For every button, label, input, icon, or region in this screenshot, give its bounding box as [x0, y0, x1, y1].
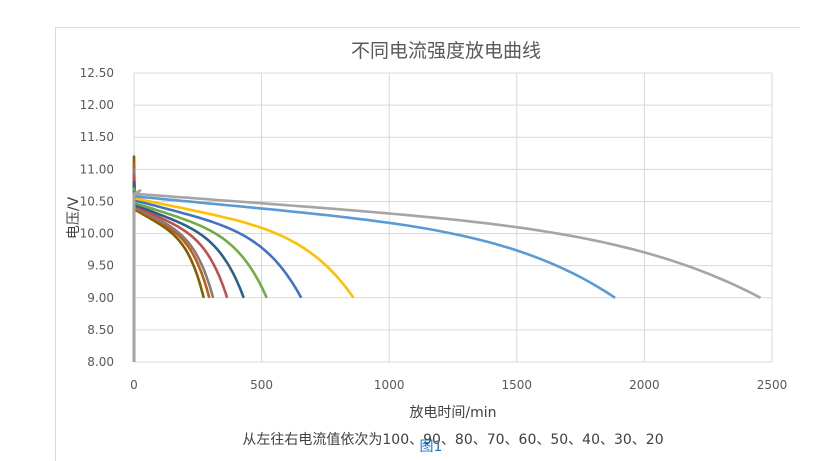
x-tick-label: 1500	[502, 378, 533, 392]
x-tick-label: 2000	[629, 378, 660, 392]
y-tick-label: 10.50	[80, 194, 114, 208]
chart-title: 不同电流强度放电曲线	[351, 40, 541, 62]
discharge-curve-4	[132, 174, 229, 362]
chart-frame	[55, 27, 800, 461]
x-tick-label: 0	[130, 378, 138, 392]
x-tick-label: 500	[250, 378, 273, 392]
x-tick-labels: 0 500 1000 1500 2000 2500	[130, 378, 787, 392]
discharge-curve-9	[132, 191, 616, 362]
y-tick-label: 8.50	[87, 323, 114, 337]
y-tick-label: 11.50	[80, 130, 114, 144]
discharge-curve-5	[132, 180, 245, 362]
y-axis-title: 电压/V	[66, 196, 82, 239]
discharge-curve-1	[132, 155, 205, 362]
x-tick-label: 2500	[757, 378, 788, 392]
x-axis-title: 放电时间/min	[409, 405, 496, 421]
discharge-curves	[132, 155, 762, 362]
discharge-curve-6	[132, 187, 268, 362]
y-tick-label: 10.00	[80, 227, 114, 241]
figure-label: 图1	[420, 439, 443, 455]
y-tick-label: 11.00	[80, 162, 114, 176]
discharge-curve-8	[132, 193, 355, 362]
y-tick-label: 12.00	[80, 98, 114, 112]
discharge-curve-7	[132, 190, 303, 362]
x-tick-label: 1000	[374, 378, 405, 392]
y-tick-label: 8.00	[87, 355, 114, 369]
y-tick-labels: 8.00 8.50 9.00 9.50 10.00 10.50 11.00 11.50 12.0…	[80, 66, 114, 369]
discharge-curve-10	[132, 189, 762, 362]
chart-caption: 从左往右电流值依次为100、90、80、70、60、50、40、30、20	[242, 432, 663, 448]
y-tick-label: 9.00	[87, 291, 114, 305]
discharge-curve-2	[132, 161, 211, 362]
y-tick-label: 9.50	[87, 259, 114, 273]
y-tick-label: 12.50	[80, 66, 114, 80]
